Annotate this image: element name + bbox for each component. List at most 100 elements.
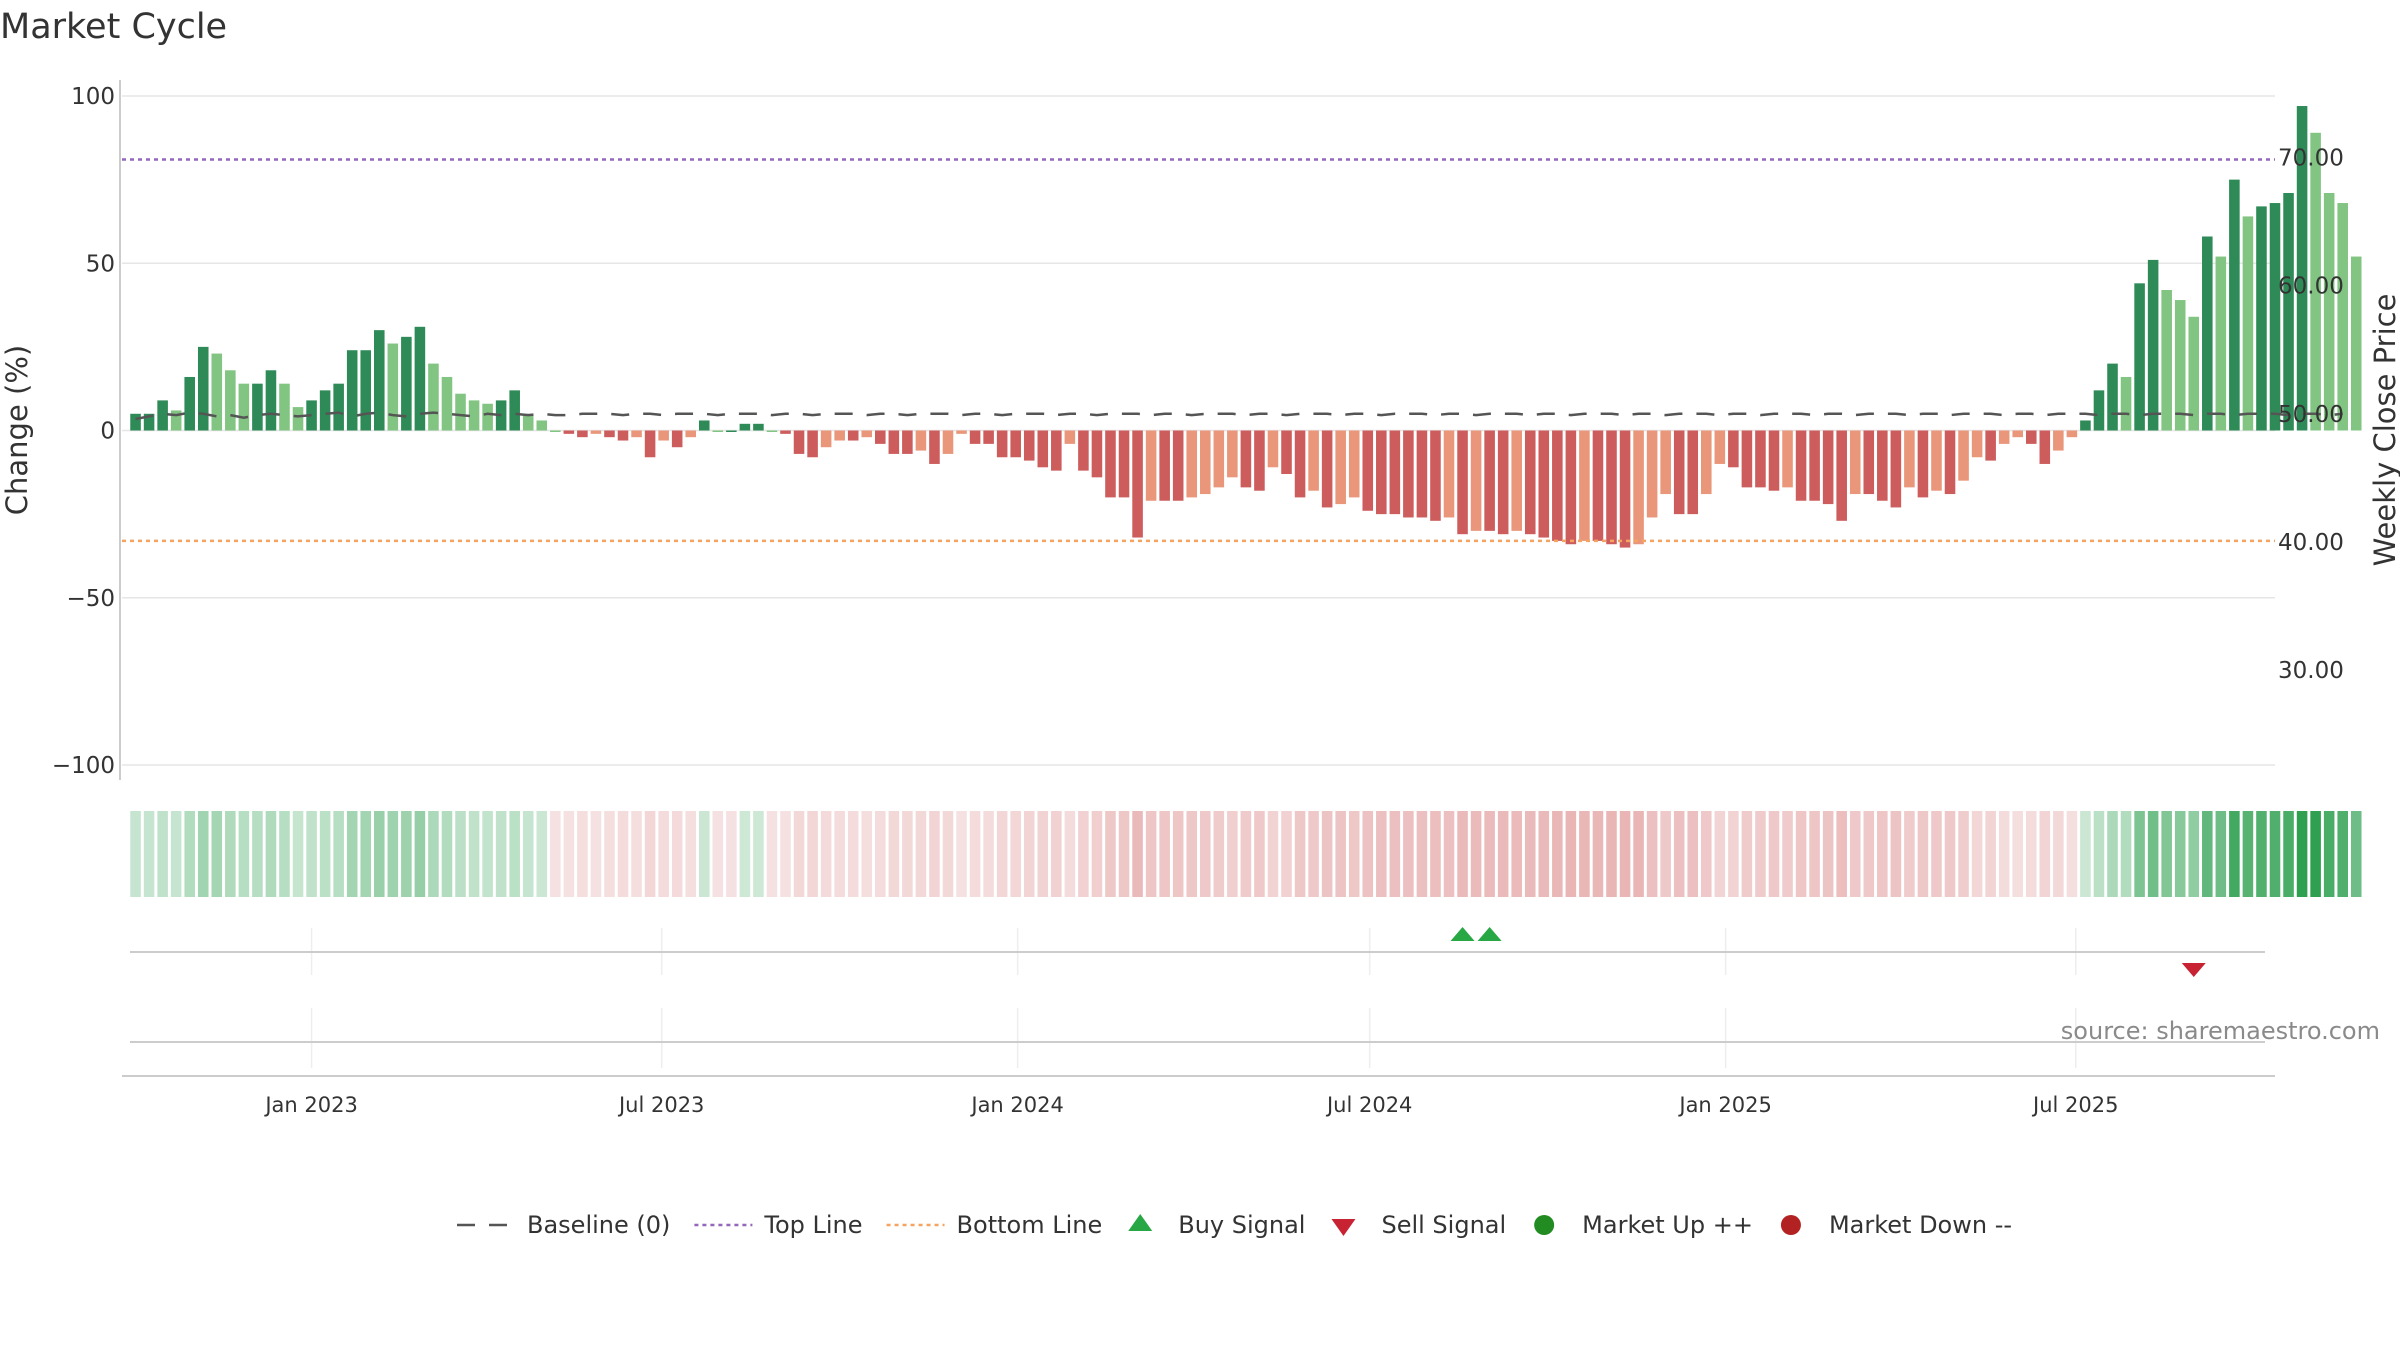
heat-cell [983,811,994,897]
heat-cell [130,811,141,897]
legend: Baseline (0) Top Line Bottom Line Buy Signa… [457,1211,2012,1239]
bar [2161,290,2172,431]
legend-label: Top Line [763,1211,862,1239]
heat-cell [712,811,724,897]
bar [2039,430,2051,464]
heat-cell [1890,811,1902,897]
heat-cell [875,811,886,897]
heat-cell [604,811,615,897]
y-tick-label: 50 [86,251,115,277]
heat-cell [1552,811,1563,897]
bar [1944,430,1956,495]
bar [373,330,385,431]
heat-cell [1660,811,1671,897]
bar [2188,316,2200,431]
heat-cell [1728,811,1739,897]
bar [1389,430,1401,515]
heat-cell [631,811,642,897]
bar [698,420,710,431]
bar [401,336,412,431]
bar [1457,430,1468,535]
bar [807,430,818,458]
heat-cell [2120,811,2132,897]
bar [1443,430,1455,518]
bar [1822,430,1834,505]
heat-cell [455,811,466,897]
x-tick-label: Jul 2024 [1325,1093,1412,1117]
heat-cell [211,811,223,897]
heat-cell [2066,811,2078,897]
signal-panel [130,927,2265,977]
heat-cell [1985,811,1996,897]
bar [1524,430,1536,535]
bar [563,430,575,434]
bar [1321,430,1333,508]
x-tick-label: Jan 2025 [1677,1093,1772,1117]
heat-cell [1877,811,1888,897]
bar [2215,256,2227,431]
heat-cell [1308,811,1319,897]
bar [604,430,615,438]
bar [1078,430,1089,471]
bar [157,400,168,431]
bar [2337,203,2348,431]
heat-cell [1172,811,1184,897]
heat-cell [143,811,155,897]
bar [130,413,141,431]
heat-cell [1064,811,1076,897]
bar [820,430,832,448]
heat-cell [2337,811,2348,897]
x-axis-ticks: Jan 2023 Jul 2023 Jan 2024 Jul 2024 Jan 2025… [263,1093,2118,1117]
y-axis-ticks: 100 50 0 −50 −100 [52,84,115,779]
x-tick-label: Jan 2024 [969,1093,1064,1117]
heat-cell [2053,811,2064,897]
heat-cell [1362,811,1374,897]
bar [468,400,480,431]
bar [983,430,994,444]
heat-cell [929,811,940,897]
heat-cell [1213,811,1225,897]
heat-cell [441,811,453,897]
bar [2134,283,2145,431]
heat-cell [2283,811,2294,897]
legend-label: Bottom Line [957,1211,1103,1239]
heat-cell [1673,811,1685,897]
heat-cell [1199,811,1211,897]
bar [956,430,967,434]
heat-cell [820,811,832,897]
heat-cell [2107,811,2118,897]
bar [1105,430,1116,498]
bar [1795,430,1807,501]
y-axis-label: Change (%) [0,345,34,515]
source-note: source: sharemaestro.com [2061,1017,2380,1045]
bar [1877,430,1888,501]
heat-cell [1091,811,1103,897]
bar [942,430,954,454]
heat-cell [2296,811,2308,897]
x-tick-label: Jul 2023 [617,1093,704,1117]
legend-label: Market Down -- [1829,1211,2012,1239]
bar [793,430,805,454]
heat-cell [2025,811,2037,897]
heat-cell [2215,811,2227,897]
bar [292,407,304,431]
heat-cell [468,811,480,897]
heat-cell [1430,811,1441,897]
heat-cell [1646,811,1658,897]
bar [658,430,669,441]
bar [631,430,642,438]
y2-tick-label: 40.00 [2278,530,2344,556]
bar [1199,430,1211,495]
y-tick-label: 0 [100,419,115,445]
price-series-line [135,411,2343,421]
bar [1917,430,1929,498]
legend-item-top: Top Line [694,1211,863,1239]
heat-cell [225,811,236,897]
heat-cell [753,811,764,897]
bar [509,390,520,431]
bar [1606,430,1617,545]
bar [1836,430,1847,521]
bar [2080,420,2091,431]
bar [319,390,331,431]
